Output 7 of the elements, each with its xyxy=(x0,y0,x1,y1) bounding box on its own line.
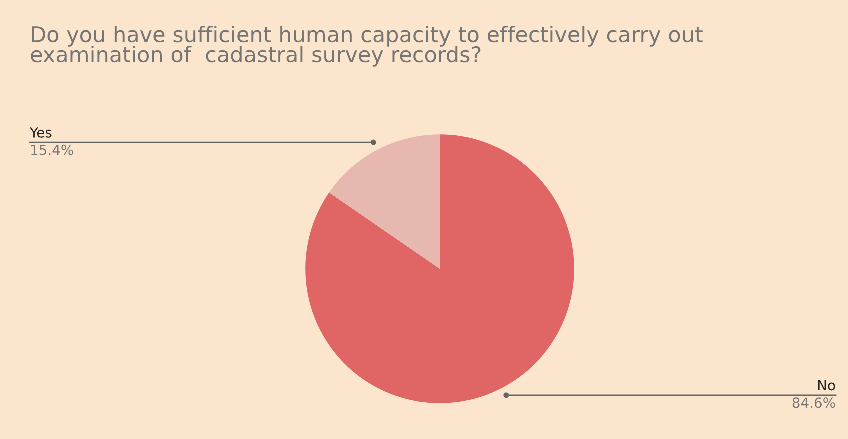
pie-slice xyxy=(306,134,574,404)
chart-title: Do you have sufficient human capacity to effectively carry out examination of cadastral survey records? xyxy=(31,26,703,67)
slice-label: Yes xyxy=(30,128,52,138)
slice-label: No xyxy=(818,380,836,391)
pie-slice xyxy=(329,134,440,269)
data-label: 84.6% xyxy=(792,398,836,408)
data-label: 15.4% xyxy=(32,144,74,156)
